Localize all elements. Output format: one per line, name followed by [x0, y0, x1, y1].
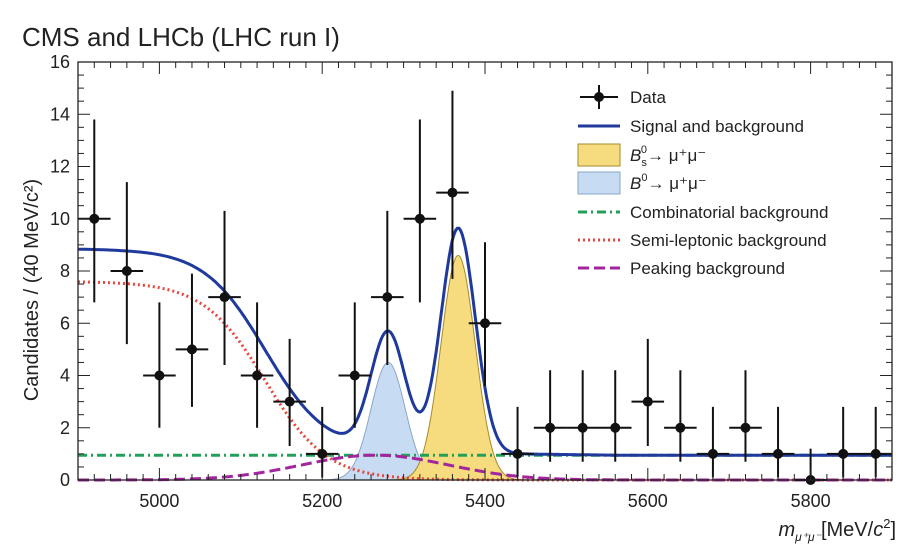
y-tick-label: 4 [60, 366, 70, 386]
legend-label-total: Signal and background [630, 117, 804, 136]
data-marker [545, 422, 556, 433]
y-tick-label: 2 [60, 418, 70, 438]
x-axis-label-unit-end: ] [890, 519, 896, 541]
data-marker [349, 370, 360, 381]
legend-item-peak: Peaking background [578, 259, 785, 278]
data-point [110, 182, 144, 345]
y-tick-label: 16 [50, 52, 70, 72]
legend-item-total: Signal and background [578, 117, 804, 136]
data-point [501, 406, 534, 478]
x-axis-label-unit: [MeV/ [821, 519, 874, 541]
legend-item-b0: B0→ μ⁺μ⁻ [577, 171, 707, 195]
legend: Data Signal and background Bs0→ μ⁺μ⁻ B0→… [577, 85, 828, 278]
data-point [696, 406, 730, 478]
data-point [305, 406, 339, 478]
legend-label-semi: Semi-leptonic background [630, 231, 827, 250]
data-marker [121, 266, 132, 276]
legend-item-data: Data [580, 85, 666, 109]
data-marker [447, 187, 458, 198]
data-point [664, 370, 697, 462]
data-point [208, 210, 241, 366]
x-tick-label: 5000 [139, 491, 179, 511]
x-axis-label-sub: μ⁺μ⁻ [794, 530, 822, 544]
data-point [468, 242, 502, 386]
data-point [240, 302, 274, 428]
data-marker [838, 448, 849, 459]
x-tick-label: 5800 [791, 491, 831, 511]
total-fit-curve [78, 226, 892, 457]
data-point [175, 273, 209, 407]
data-marker [382, 292, 393, 303]
data-points [78, 90, 892, 485]
legend-item-bs: Bs0→ μ⁺μ⁻ [577, 143, 706, 169]
data-marker [89, 213, 100, 224]
data-point [143, 302, 176, 428]
data-marker [675, 422, 686, 433]
y-tick-label: 12 [50, 157, 70, 177]
data-point [533, 370, 567, 462]
data-marker [414, 213, 425, 224]
data-point [78, 119, 111, 303]
x-axis-label-unit-c: c [873, 519, 883, 541]
legend-label-data: Data [630, 88, 666, 107]
data-marker [610, 422, 621, 433]
y-axis-label: Candidates / (40 MeV/c²) [21, 179, 43, 401]
data-marker [740, 422, 751, 433]
legend-label-peak: Peaking background [630, 259, 785, 278]
data-marker [284, 396, 295, 407]
y-tick-label: 14 [50, 104, 70, 124]
x-axis-label: mμ⁺μ⁻[MeV/c2] [778, 516, 896, 544]
data-point [826, 406, 860, 478]
data-point [566, 370, 599, 462]
x-tick-label: 5400 [465, 491, 505, 511]
legend-label-b0: B0→ μ⁺μ⁻ [630, 172, 707, 193]
legend-label-bs: Bs0→ μ⁺μ⁻ [630, 144, 706, 169]
data-point [859, 406, 892, 478]
plot-area [78, 90, 892, 485]
data-point [761, 406, 795, 478]
data-marker [773, 448, 784, 459]
data-marker [707, 448, 718, 459]
data-marker [577, 422, 588, 433]
data-marker [317, 448, 328, 459]
data-point [598, 370, 632, 462]
data-point [273, 338, 306, 447]
data-point [371, 210, 404, 366]
data-point [436, 90, 469, 279]
data-marker [252, 370, 263, 381]
data-marker [870, 448, 881, 459]
data-point [403, 119, 437, 303]
data-marker [642, 396, 653, 407]
data-point [338, 302, 372, 428]
chart-title: CMS and LHCb (LHC run I) [22, 22, 340, 52]
data-marker [512, 448, 523, 459]
x-axis-label-unit-sup: 2 [883, 516, 890, 531]
x-tick-label: 5200 [302, 491, 342, 511]
y-tick-label: 0 [60, 470, 70, 490]
data-marker [186, 344, 197, 355]
y-tick-label: 10 [50, 209, 70, 229]
data-marker [154, 370, 165, 381]
y-tick-label: 6 [60, 313, 70, 333]
y-tick-label: 8 [60, 261, 70, 281]
axis-ticks: 5000 5200 5400 5600 5800 0 2 4 6 8 10 12 14 16 [50, 52, 893, 511]
data-point [631, 338, 665, 447]
legend-label-comb: Combinatorial background [630, 203, 828, 222]
legend-item-comb: Combinatorial background [578, 203, 828, 222]
legend-item-semi: Semi-leptonic background [578, 231, 827, 250]
x-tick-label: 5600 [628, 491, 668, 511]
data-point [729, 370, 762, 462]
data-marker [219, 292, 230, 303]
data-marker [480, 318, 490, 329]
x-axis-label-var: m [778, 519, 795, 541]
